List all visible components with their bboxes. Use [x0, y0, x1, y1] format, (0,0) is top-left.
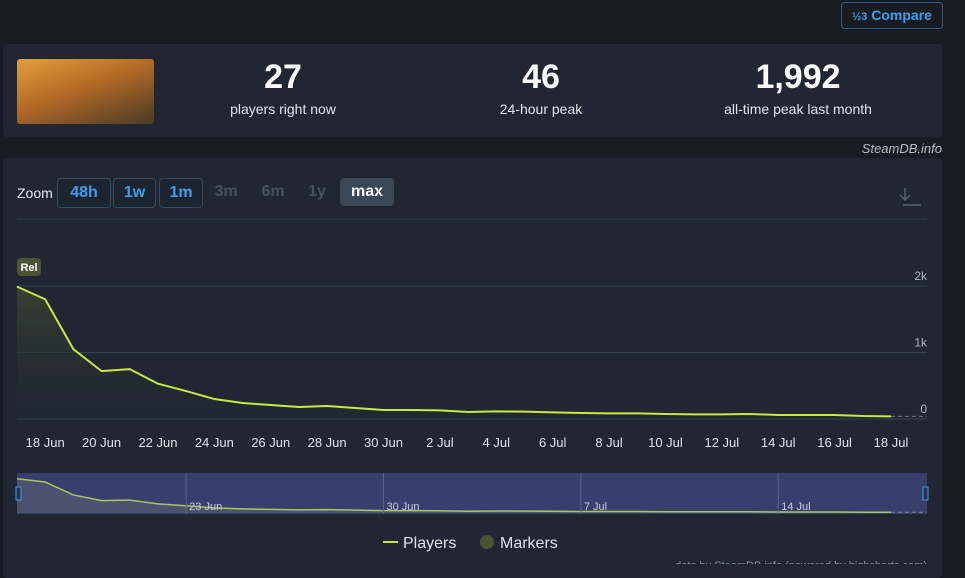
zoom-button[interactable]: 1w [113, 178, 156, 208]
y-tick-label: 2k [914, 269, 928, 283]
zoom-button[interactable]: max [340, 178, 394, 206]
x-tick-label: 18 Jun [26, 435, 65, 450]
zoom-button[interactable]: 48h [57, 178, 111, 208]
legend-label: Markers [500, 535, 558, 552]
stat-value: 1,992 [755, 58, 841, 96]
download-icon[interactable] [899, 188, 921, 206]
x-tick-label: 2 Jul [426, 435, 454, 450]
line [16, 285, 892, 418]
zoom-button[interactable]: 1y [308, 183, 326, 200]
x-tick-label: 20 Jun [82, 435, 121, 450]
credit: SteamDB.info [861, 141, 942, 156]
marker-label: Rel [20, 262, 37, 274]
navigator-handle [15, 486, 22, 501]
compare-label: Compare [871, 7, 932, 23]
navigator-label: 30 Jun [387, 501, 420, 513]
marker [17, 258, 41, 276]
page: ½3 Compare 27 players right now 46 24-hour… [3, 2, 943, 578]
x-tick-label: 6 Jul [539, 435, 567, 450]
x-tick-label: 30 Jun [364, 435, 403, 450]
area [17, 286, 891, 419]
zoom-label: Zoom [17, 185, 53, 201]
x-tick-label: 22 Jun [138, 435, 177, 450]
legend-label: Players [403, 535, 456, 552]
chart: 0 1k 2k 18 Jun 20 Jun 22 Jun 24 Jun 26 Jun 28 Ju… [15, 188, 929, 564]
stat: 46 24-hour peak [421, 58, 661, 117]
x-tick-label: 16 Jul [817, 435, 852, 450]
compare-button[interactable]: ½3 Compare [841, 2, 943, 29]
x-tick-label: 10 Jul [648, 435, 683, 450]
stat-label: players right now [230, 101, 336, 117]
x-tick-label: 12 Jul [704, 435, 739, 450]
x-tick-label: 14 Jul [761, 435, 796, 450]
x-tick-label: 26 Jun [251, 435, 290, 450]
navigator-label: 23 Jun [189, 501, 222, 513]
zoom-button[interactable]: 1m [159, 178, 203, 208]
stats-panel [3, 44, 942, 137]
footer: data by SteamDB.info (powered by highcha… [675, 560, 927, 564]
x-tick-label: 28 Jun [308, 435, 347, 450]
x-tick-label: 18 Jul [874, 435, 909, 450]
navigator-handle [922, 486, 929, 501]
zoom-button[interactable]: 3m [214, 183, 238, 200]
stat-value: 27 [264, 58, 302, 96]
navigator-label: 14 Jul [781, 501, 810, 513]
game-image [17, 59, 154, 124]
stat-value: 46 [522, 58, 560, 96]
stat: 27 players right now [163, 58, 403, 117]
x-tick-label: 8 Jul [595, 435, 623, 450]
stat-label: all-time peak last month [724, 101, 872, 117]
navigator-label: 7 Jul [584, 501, 607, 513]
navigator-area [17, 478, 891, 513]
x-tick-label: 4 Jul [483, 435, 511, 450]
y-tick-label: 0 [920, 402, 927, 416]
y-tick-label: 1k [914, 335, 928, 349]
x-tick-label: 24 Jun [195, 435, 234, 450]
legend-swatch [480, 535, 494, 549]
stat-label: 24-hour peak [499, 101, 583, 117]
zoom-button[interactable]: 6m [261, 183, 285, 200]
navigator-line [16, 478, 892, 514]
stat: 1,992 all-time peak last month [678, 58, 918, 117]
